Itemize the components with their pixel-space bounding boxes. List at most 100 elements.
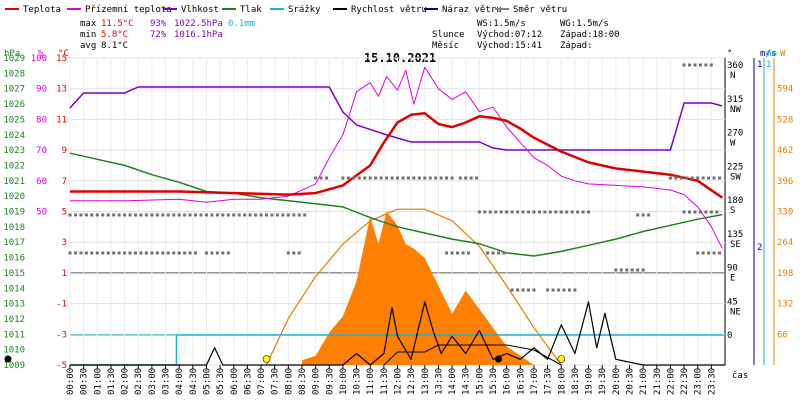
tick-hpa-13: 1016 bbox=[3, 254, 25, 264]
wind-dir-dot-53 bbox=[374, 176, 378, 180]
wind-dir-dot-50 bbox=[357, 176, 361, 180]
wind-dir-dot-48 bbox=[346, 176, 350, 180]
stat-min-temp: 5.8°C bbox=[101, 30, 128, 40]
tick-degc-1: 13 bbox=[56, 85, 67, 95]
wind-dir-dot-117 bbox=[84, 251, 88, 255]
wind-dir-dot-17 bbox=[161, 213, 165, 217]
wind-dir-dot-172 bbox=[636, 213, 640, 217]
tick-hpa-4: 1025 bbox=[3, 115, 25, 125]
wind-dir-dot-79 bbox=[505, 210, 509, 214]
wind-dir-dot-36 bbox=[265, 213, 268, 217]
wind-dir-dot-8 bbox=[112, 213, 116, 217]
moonrise-marker bbox=[494, 355, 502, 363]
wind-dir-dot-131 bbox=[161, 251, 165, 255]
wind-dir-dot-27 bbox=[215, 213, 219, 217]
wind-dir-dot-63 bbox=[423, 176, 427, 180]
stat-max-temp: 11.5°C bbox=[101, 19, 134, 29]
stat-moonrise: Východ:15:41 bbox=[477, 41, 542, 51]
tick-degc-3: 9 bbox=[62, 146, 67, 156]
tick-hpa-12: 1017 bbox=[3, 238, 25, 248]
wind-dir-dot-86 bbox=[537, 210, 541, 214]
wind-dir-dot-112 bbox=[709, 210, 713, 214]
legend-label-1: Přízemní teplota bbox=[85, 5, 172, 15]
tick-hpa-3: 1026 bbox=[3, 100, 25, 110]
tick-degc-8: -1 bbox=[56, 300, 67, 310]
wind-dir-dot-170 bbox=[636, 268, 640, 272]
wind-dir-dot-138 bbox=[204, 251, 208, 255]
pressure-line bbox=[69, 152, 723, 257]
wind-dir-dot-69 bbox=[458, 176, 462, 180]
tick-hpa-7: 1022 bbox=[3, 161, 25, 171]
wind-dir-dot-6 bbox=[101, 213, 105, 217]
wind-dir-dot-56 bbox=[390, 176, 394, 180]
wind-dir-dot-15 bbox=[150, 213, 154, 217]
wind-dir-dot-177 bbox=[707, 251, 711, 255]
wind-dir-dot-156 bbox=[516, 288, 520, 292]
tick-hpa-10: 1019 bbox=[3, 208, 25, 218]
wind-dir-dot-19 bbox=[172, 213, 176, 217]
wind-dir-dot-91 bbox=[559, 210, 563, 214]
wind-dir-dot-82 bbox=[521, 210, 525, 214]
wind-dir-dot-40 bbox=[286, 213, 290, 217]
wind-dir-dot-96 bbox=[587, 210, 591, 214]
xtick-label-37: 18:30 bbox=[571, 368, 581, 395]
wind-dir-dot-157 bbox=[521, 288, 525, 292]
xtick-label-5: 02:30 bbox=[134, 368, 144, 395]
xtick-label-29: 14:30 bbox=[462, 368, 472, 395]
xtick-label-41: 20:30 bbox=[625, 368, 635, 395]
wind-dir-dot-165 bbox=[573, 288, 577, 292]
tick-hpa-18: 1011 bbox=[3, 330, 25, 340]
tick-dir-name-3: SW bbox=[730, 172, 741, 182]
tick-dir-2: 270 bbox=[727, 129, 743, 139]
stat-moon-label: Měsíc bbox=[432, 41, 459, 51]
tick-degc-9: -3 bbox=[56, 330, 67, 340]
wind-dir-dot-67 bbox=[445, 176, 449, 180]
wind-dir-dot-145 bbox=[297, 251, 301, 255]
wind-dir-dot-173 bbox=[641, 213, 645, 217]
tick-hpa-5: 1024 bbox=[3, 131, 25, 141]
wind-dir-dot-3 bbox=[84, 213, 88, 217]
tick-hpa-2: 1027 bbox=[3, 85, 25, 95]
axis-pct-label: % bbox=[38, 49, 44, 59]
axis-ms-label: m/s bbox=[760, 49, 776, 59]
wind-dir-dot-37 bbox=[270, 213, 274, 217]
wind-dir-dot-99 bbox=[679, 176, 683, 180]
tick-hpa-16: 1013 bbox=[3, 300, 25, 310]
wind-dir-dot-26 bbox=[210, 213, 214, 217]
wind-dir-dot-151 bbox=[486, 251, 490, 255]
wind-dir-dot-176 bbox=[701, 251, 705, 255]
wind-dir-dot-147 bbox=[450, 251, 454, 255]
wind-dir-dot-83 bbox=[527, 210, 530, 214]
tick-degc-7: 1 bbox=[62, 269, 67, 279]
sunset-marker bbox=[557, 355, 566, 363]
wind-dir-dot-87 bbox=[543, 210, 547, 214]
xtick-label-24: 12:00 bbox=[394, 368, 404, 395]
wind-dir-dot-88 bbox=[548, 210, 552, 214]
stat-max-label: max bbox=[80, 19, 97, 29]
wind-gust-line bbox=[383, 344, 562, 366]
wind-dir-dot-137 bbox=[194, 251, 198, 255]
tick-w-1: 528 bbox=[777, 115, 793, 125]
xtick-label-13: 06:30 bbox=[243, 368, 253, 395]
wind-dir-dot-1 bbox=[73, 213, 77, 217]
tick-ms-2: 2 bbox=[757, 243, 762, 253]
wind-dir-dot-18 bbox=[166, 213, 170, 217]
wind-dir-dot-132 bbox=[166, 251, 170, 255]
wind-dir-dot-4 bbox=[90, 213, 94, 217]
xtick-label-34: 17:00 bbox=[530, 368, 540, 395]
xtick-label-44: 22:00 bbox=[666, 368, 676, 395]
axis-dir-label: ° bbox=[727, 49, 732, 59]
wind-dir-dot-9 bbox=[117, 213, 121, 217]
tick-hpa-15: 1014 bbox=[3, 284, 25, 294]
wind-dir-dot-154 bbox=[502, 251, 506, 255]
tick-dir-8: 0 bbox=[727, 331, 732, 341]
wind-dir-dot-115 bbox=[73, 251, 77, 255]
stat-avg-temp: 8.1°C bbox=[101, 41, 128, 51]
wind-dir-dot-62 bbox=[417, 176, 421, 180]
wind-dir-dot-70 bbox=[464, 176, 468, 180]
wind-dir-dot-11 bbox=[128, 213, 132, 217]
wind-dir-dot-120 bbox=[101, 251, 105, 255]
wind-dir-dot-61 bbox=[412, 176, 416, 180]
tick-dir-5: 135 bbox=[727, 230, 743, 240]
wind-dir-dot-64 bbox=[428, 176, 432, 180]
